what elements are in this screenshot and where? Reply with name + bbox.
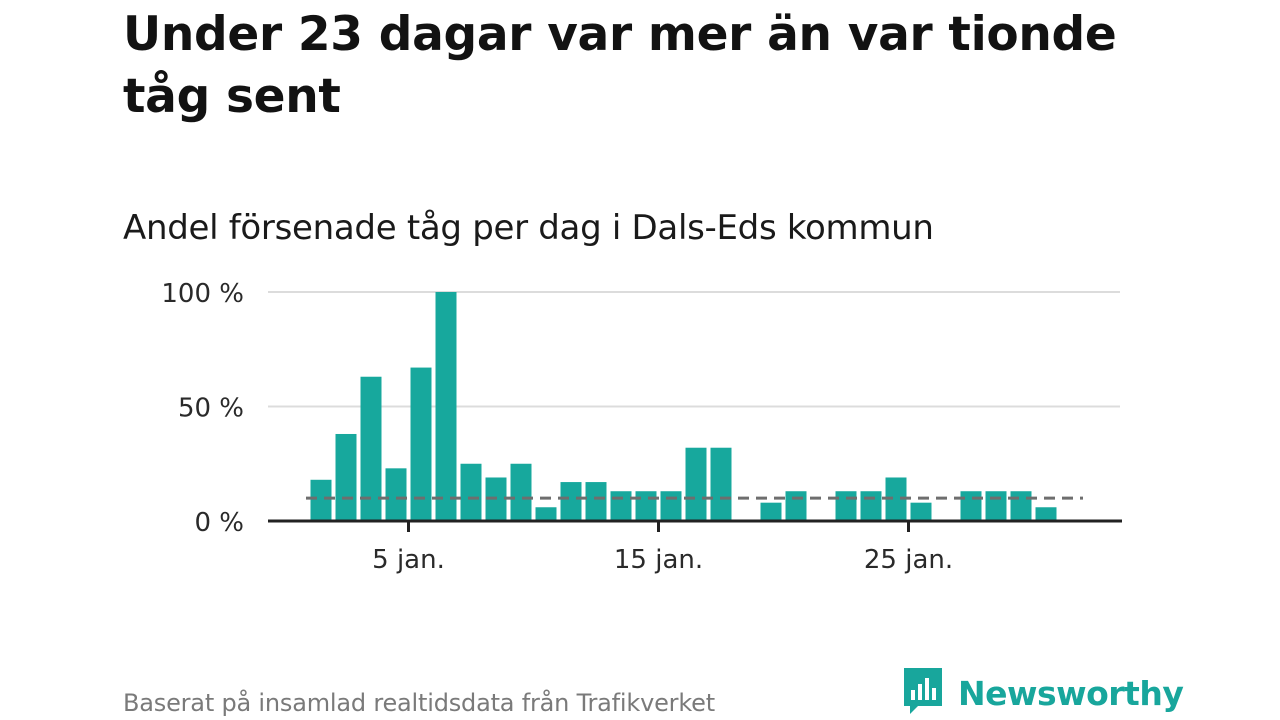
axes <box>268 519 1122 532</box>
bar <box>310 479 332 521</box>
bar <box>535 507 557 521</box>
y-tick-label: 0 % <box>194 508 244 538</box>
tick-labels: 0 % 50 % 100 % 5 jan. 15 jan. 25 jan. <box>161 279 953 575</box>
bar-chart: 0 % 50 % 100 % 5 jan. 15 jan. 25 jan. <box>161 279 1122 575</box>
bar <box>560 482 582 521</box>
bar <box>860 491 882 521</box>
y-tick-label: 100 % <box>161 279 244 309</box>
bar <box>510 463 532 521</box>
bar-chart-speech-bubble-icon <box>902 666 944 720</box>
bar <box>685 447 707 521</box>
bar <box>660 491 682 521</box>
brand-logo[interactable]: Newsworthy <box>902 666 1184 720</box>
chart-subtitle: Andel försenade tåg per dag i Dals-Eds k… <box>123 208 934 248</box>
brand-name: Newsworthy <box>958 673 1184 713</box>
bar <box>385 468 407 521</box>
bar <box>835 491 857 521</box>
bar <box>885 477 907 521</box>
bar <box>635 491 657 521</box>
bar <box>960 491 982 521</box>
bar <box>610 491 632 521</box>
x-tick-label: 25 jan. <box>864 545 953 575</box>
bar <box>910 502 932 521</box>
bar <box>585 482 607 521</box>
bar <box>760 502 782 521</box>
bar <box>1010 491 1032 521</box>
x-tick-label: 15 jan. <box>614 545 703 575</box>
headline: Under 23 dagar var mer än var tionde tåg… <box>123 7 1117 124</box>
y-tick-label: 50 % <box>178 394 244 424</box>
bar <box>1035 507 1057 521</box>
bar <box>460 463 482 521</box>
bar <box>410 367 432 521</box>
grid-lines <box>268 291 1120 408</box>
bar <box>435 292 457 521</box>
bar <box>985 491 1007 521</box>
source-note: Baserat på insamlad realtidsdata från Tr… <box>123 689 715 717</box>
bar <box>360 376 382 521</box>
bar <box>785 491 807 521</box>
bar <box>710 447 732 521</box>
bar <box>335 433 357 521</box>
x-tick-label: 5 jan. <box>372 545 445 575</box>
